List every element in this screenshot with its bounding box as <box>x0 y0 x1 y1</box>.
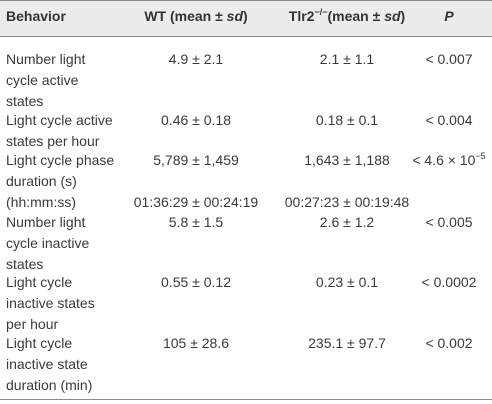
header-p: P <box>444 8 454 24</box>
row-4-wt: 01:36:29 ± 00:24:19 <box>133 194 259 210</box>
row-5-tlr2: 2.6 ± 1.2 <box>319 214 375 230</box>
header-wt: WT (mean ± sd) <box>144 8 248 24</box>
row-4-tlr2: 00:27:23 ± 00:19:48 <box>284 194 410 210</box>
row-5-behavior: Number light cycle inactive states <box>6 214 90 272</box>
row-6-behavior: Light cycle inactive states per hour <box>6 274 95 332</box>
bottom-rule <box>0 399 492 400</box>
row-3-wt: 5,789 ± 1,459 <box>153 152 239 168</box>
row-6-wt: 0.55 ± 0.12 <box>161 274 231 290</box>
row-3-tlr2: 1,643 ± 1,188 <box>304 152 390 168</box>
row-1-behavior: Number light cycle active states <box>6 51 86 109</box>
row-5-p: < 0.005 <box>425 214 473 230</box>
row-4-behavior: (hh:mm:ss) <box>6 194 76 210</box>
row-1-wt: 4.9 ± 2.1 <box>168 51 224 67</box>
row-7-tlr2: 235.1 ± 97.7 <box>308 335 386 351</box>
row-3-behavior: Light cycle phase duration (s) <box>6 152 115 189</box>
row-5-wt: 5.8 ± 1.5 <box>168 214 224 230</box>
row-6-tlr2: 0.23 ± 0.1 <box>315 274 379 290</box>
header-behavior: Behavior <box>6 8 66 24</box>
row-1-p: < 0.007 <box>425 51 473 67</box>
row-6-p: < 0.0002 <box>421 274 477 290</box>
row-2-tlr2: 0.18 ± 0.1 <box>315 112 379 128</box>
table-header <box>0 0 492 36</box>
row-7-wt: 105 ± 28.6 <box>162 335 230 351</box>
row-7-p: < 0.002 <box>425 335 473 351</box>
top-rule <box>0 0 492 1</box>
row-3-p: < 4.6 × 10−5 <box>412 151 486 169</box>
row-2-wt: 0.46 ± 0.18 <box>161 112 231 128</box>
row-2-behavior: Light cycle active states per hour <box>6 112 113 149</box>
row-7-behavior: Light cycle inactive state duration (min) <box>6 335 93 393</box>
header-rule <box>0 36 492 37</box>
header-tlr2: Tlr2−/−(mean ± sd) <box>288 7 406 25</box>
row-1-tlr2: 2.1 ± 1.1 <box>319 51 375 67</box>
row-2-p: < 0.004 <box>425 112 473 128</box>
